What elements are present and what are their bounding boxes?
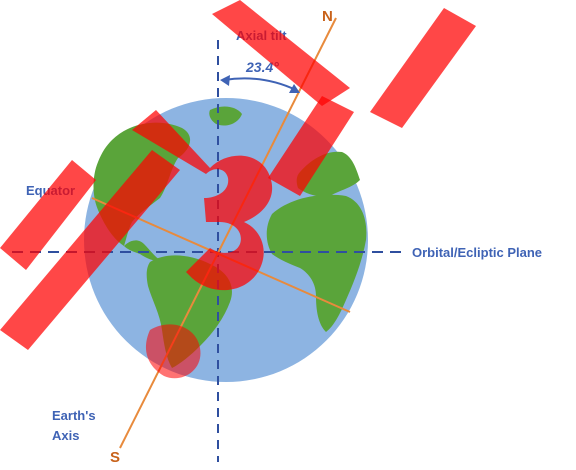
continent-africa	[266, 194, 367, 332]
earth-axis-label-line2: Axis	[52, 428, 79, 443]
south-pole-label: S	[110, 449, 120, 465]
earth-axis-label-line1: Earth's	[52, 408, 96, 423]
earth-axis-line	[119, 17, 337, 449]
north-pole-label: N	[322, 8, 333, 25]
tilt-angle-arc	[220, 75, 300, 93]
watermark-logo	[0, 0, 476, 379]
orbital-plane-label: Orbital/Ecliptic Plane	[412, 245, 542, 260]
continent-central-america	[124, 240, 160, 261]
